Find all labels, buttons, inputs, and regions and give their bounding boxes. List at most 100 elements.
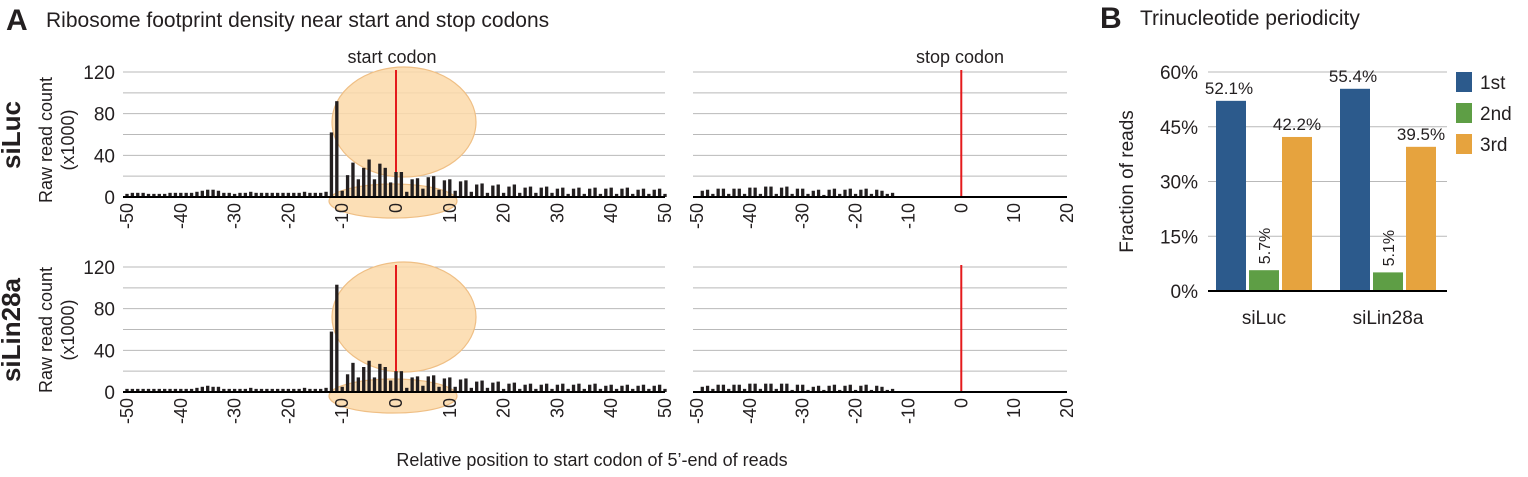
data-bar bbox=[480, 380, 484, 392]
data-bar bbox=[598, 388, 603, 392]
legend-label: 2nd bbox=[1480, 104, 1512, 125]
panel-b-letter: B bbox=[1100, 2, 1122, 35]
data-label: 5.1% bbox=[1381, 230, 1398, 266]
data-bar bbox=[297, 192, 301, 197]
data-bar bbox=[711, 193, 715, 197]
data-bar bbox=[769, 383, 773, 392]
data-bar bbox=[806, 389, 810, 392]
data-bar bbox=[329, 132, 334, 197]
data-bar bbox=[880, 386, 884, 392]
bar-3rd-siLin28a bbox=[1406, 146, 1436, 291]
x-tick-label: 0 bbox=[386, 203, 406, 213]
x-tick-label: 10 bbox=[1004, 398, 1024, 418]
data-bar bbox=[732, 188, 736, 197]
data-bar bbox=[286, 192, 291, 197]
bar-2nd-siLin28a bbox=[1373, 272, 1403, 291]
data-bar bbox=[625, 187, 630, 197]
data-bar bbox=[647, 388, 651, 392]
x-tick-label: -30 bbox=[793, 203, 813, 229]
data-bar bbox=[790, 389, 794, 392]
data-bar bbox=[453, 190, 457, 197]
data-bar bbox=[405, 387, 409, 392]
x-tick-label: -40 bbox=[171, 398, 191, 424]
data-bar bbox=[297, 388, 301, 392]
data-label: 39.5% bbox=[1397, 125, 1445, 144]
data-bar bbox=[275, 192, 280, 197]
data-bar bbox=[657, 384, 662, 392]
data-bar bbox=[356, 179, 361, 197]
data-bar bbox=[544, 186, 549, 197]
data-bar bbox=[721, 384, 726, 392]
data-bar bbox=[157, 193, 161, 197]
data-bar bbox=[614, 388, 619, 392]
data-bar bbox=[485, 387, 490, 392]
data-bar bbox=[206, 189, 210, 197]
data-bar bbox=[550, 192, 554, 197]
data-bar bbox=[657, 188, 662, 197]
data-bar bbox=[206, 385, 210, 392]
data-bar bbox=[179, 192, 183, 197]
data-bar bbox=[222, 388, 226, 392]
data-bar bbox=[222, 192, 226, 197]
x-tick-label: -50 bbox=[117, 398, 137, 424]
x-tick-label: 50 bbox=[655, 203, 675, 223]
data-bar bbox=[383, 167, 387, 197]
data-bar bbox=[286, 388, 291, 392]
data-bar bbox=[340, 190, 344, 197]
start-codon-label: start codon bbox=[347, 47, 436, 67]
data-bar bbox=[168, 192, 172, 197]
data-bar bbox=[383, 367, 387, 392]
data-bar bbox=[885, 193, 889, 197]
data-bar bbox=[737, 384, 741, 392]
ribosome-large-subunit bbox=[331, 261, 477, 373]
data-bar bbox=[362, 367, 366, 392]
data-bar bbox=[501, 192, 506, 197]
x-tick-label: -50 bbox=[117, 203, 137, 229]
x-category-label: siLin28a bbox=[1353, 308, 1424, 329]
data-bar bbox=[399, 371, 404, 392]
data-label: 5.7% bbox=[1257, 228, 1274, 264]
data-bar bbox=[539, 384, 543, 392]
data-bar bbox=[275, 388, 280, 392]
x-tick-label: 20 bbox=[494, 203, 514, 223]
data-bar bbox=[790, 193, 794, 197]
data-bar bbox=[641, 384, 646, 392]
data-bar bbox=[822, 194, 826, 197]
data-bar bbox=[356, 377, 361, 392]
data-bar bbox=[232, 388, 237, 392]
data-bar bbox=[442, 180, 447, 197]
data-bar bbox=[437, 386, 441, 392]
data-bar bbox=[319, 192, 323, 197]
data-bar bbox=[173, 388, 178, 392]
ribosome-small-subunit bbox=[328, 183, 458, 219]
x-tick-label: 20 bbox=[494, 398, 514, 418]
y-tick-label: 80 bbox=[94, 105, 115, 126]
data-bar bbox=[604, 385, 608, 392]
y-tick-label: 0% bbox=[1171, 282, 1199, 303]
panel-a-title: Ribosome footprint density near start an… bbox=[46, 9, 549, 32]
y-axis-title: Fraction of reads bbox=[1117, 110, 1138, 253]
data-bar bbox=[243, 388, 248, 392]
data-bar bbox=[410, 179, 414, 197]
periodicity-chart: 0% 15% 30% 45% 60% Fraction of reads 52.1% 5.7%… bbox=[1117, 63, 1512, 329]
data-bar bbox=[372, 377, 377, 392]
data-bar bbox=[168, 388, 172, 392]
data-bar bbox=[652, 385, 656, 392]
y-tick-label: 120 bbox=[83, 63, 115, 84]
data-bar bbox=[184, 192, 188, 197]
x-tick-label: 30 bbox=[547, 203, 567, 223]
data-bar bbox=[518, 388, 522, 392]
y-tick-label: 15% bbox=[1160, 227, 1198, 248]
data-bar bbox=[806, 193, 810, 197]
x-tick-label: -30 bbox=[793, 398, 813, 424]
legend-swatch-2nd bbox=[1456, 103, 1472, 123]
stop-codon-label: stop codon bbox=[916, 47, 1004, 67]
data-bar bbox=[292, 192, 296, 197]
data-bar bbox=[838, 193, 842, 197]
data-bar bbox=[753, 187, 757, 197]
data-bar bbox=[816, 189, 821, 197]
y-tick-label: 0 bbox=[104, 188, 115, 209]
data-bar bbox=[249, 191, 253, 197]
data-bar bbox=[265, 192, 269, 197]
